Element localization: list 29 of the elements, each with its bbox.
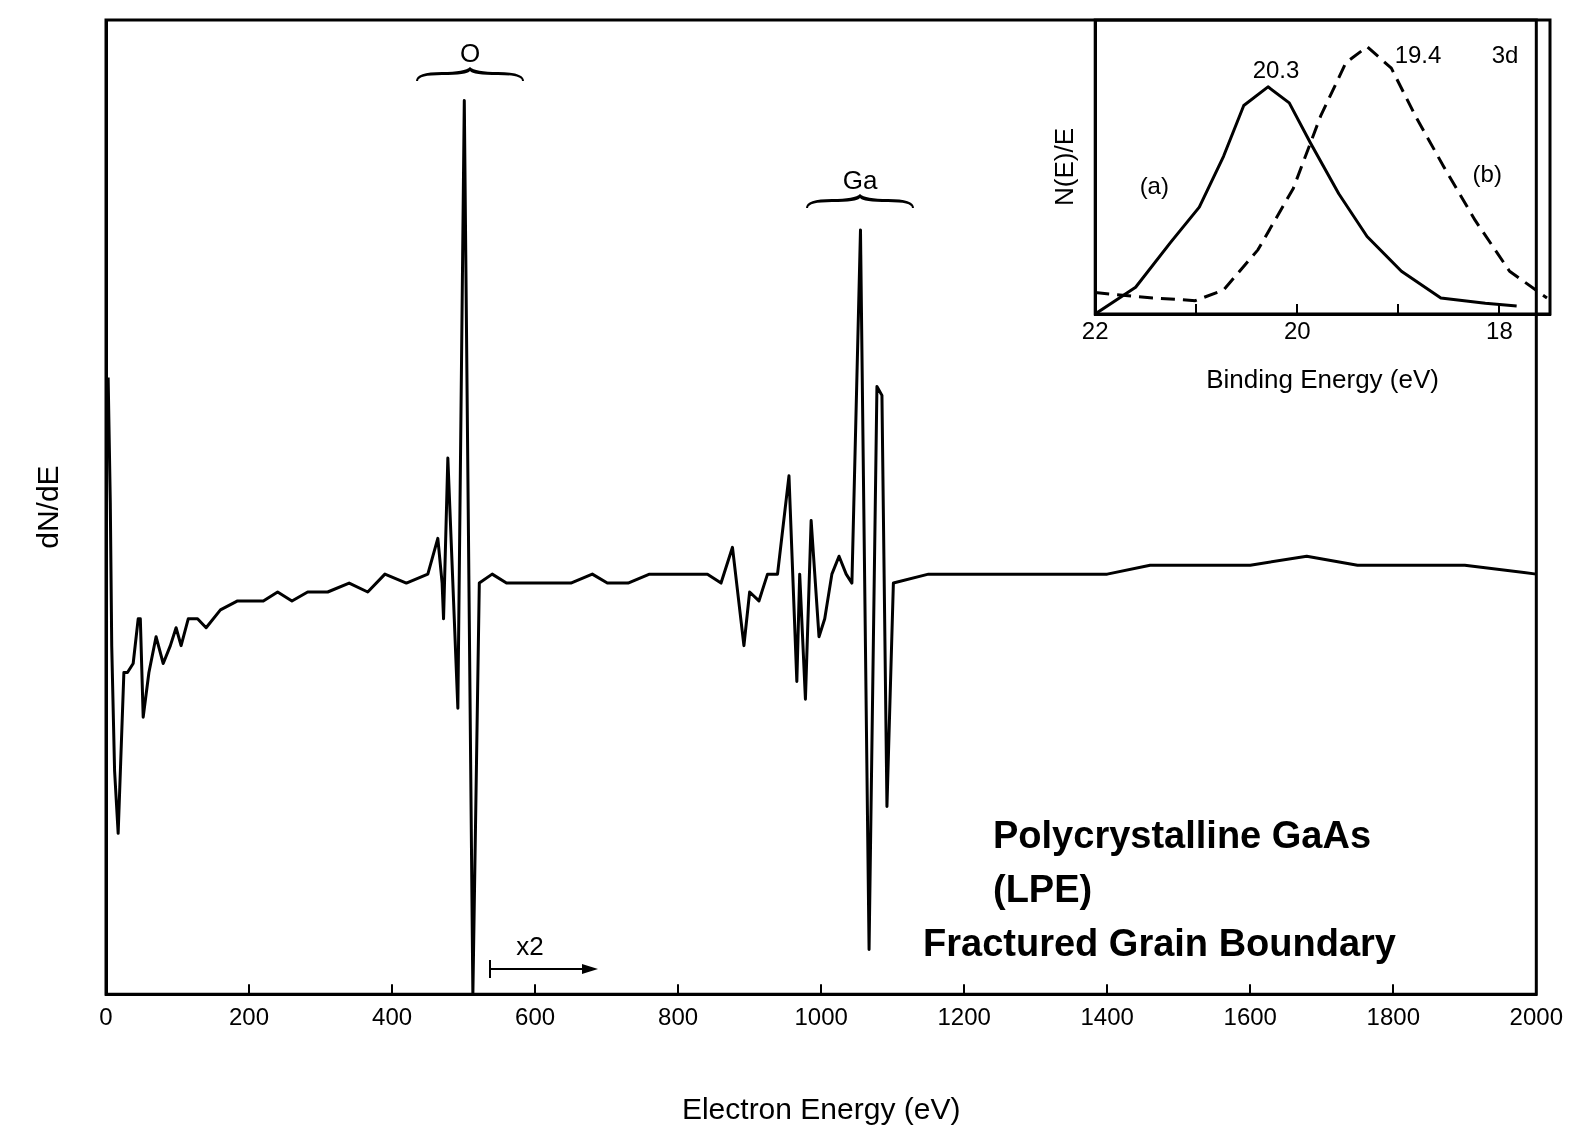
x-tick-label: 0 xyxy=(99,1003,113,1031)
y-axis-title: N(E)/E xyxy=(1048,128,1079,206)
annotation: Ga xyxy=(842,164,878,195)
x-tick-label: 1000 xyxy=(794,1003,848,1031)
x-tick-label: 18 xyxy=(1486,317,1513,345)
x-tick-label: 600 xyxy=(515,1003,556,1031)
x-tick-label: 800 xyxy=(658,1003,699,1031)
annotation: 20.3 xyxy=(1252,55,1300,84)
x-tick-label: 200 xyxy=(229,1003,270,1031)
x-tick-label: 2000 xyxy=(1509,1003,1563,1031)
x-axis-title: Binding Energy (eV) xyxy=(1206,363,1439,394)
y-axis-title: dN/dE xyxy=(31,465,65,549)
annotation: 19.4 xyxy=(1394,40,1442,69)
series-label: (b) xyxy=(1472,160,1502,188)
annotation: Polycrystalline GaAs xyxy=(993,814,1372,857)
series-label: (a) xyxy=(1139,171,1169,199)
x-tick-label: 22 xyxy=(1081,317,1109,345)
x-tick-label: 1200 xyxy=(937,1003,991,1031)
x-tick-label: 1600 xyxy=(1223,1003,1277,1031)
x-tick-label: 20 xyxy=(1283,317,1311,345)
x-tick-label: 400 xyxy=(372,1003,413,1031)
x-axis-title: Electron Energy (eV) xyxy=(681,1092,961,1126)
annotation: 3d xyxy=(1491,40,1519,69)
annotation: x2 xyxy=(516,930,544,961)
annotation: Fractured Grain Boundary xyxy=(923,922,1396,965)
x-tick-label: 1400 xyxy=(1080,1003,1134,1031)
annotation: (LPE) xyxy=(993,868,1093,911)
text: O xyxy=(459,37,481,68)
x-tick-label: 1800 xyxy=(1366,1003,1420,1031)
